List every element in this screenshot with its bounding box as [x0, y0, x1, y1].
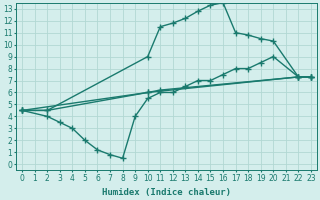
X-axis label: Humidex (Indice chaleur): Humidex (Indice chaleur) — [102, 188, 231, 197]
